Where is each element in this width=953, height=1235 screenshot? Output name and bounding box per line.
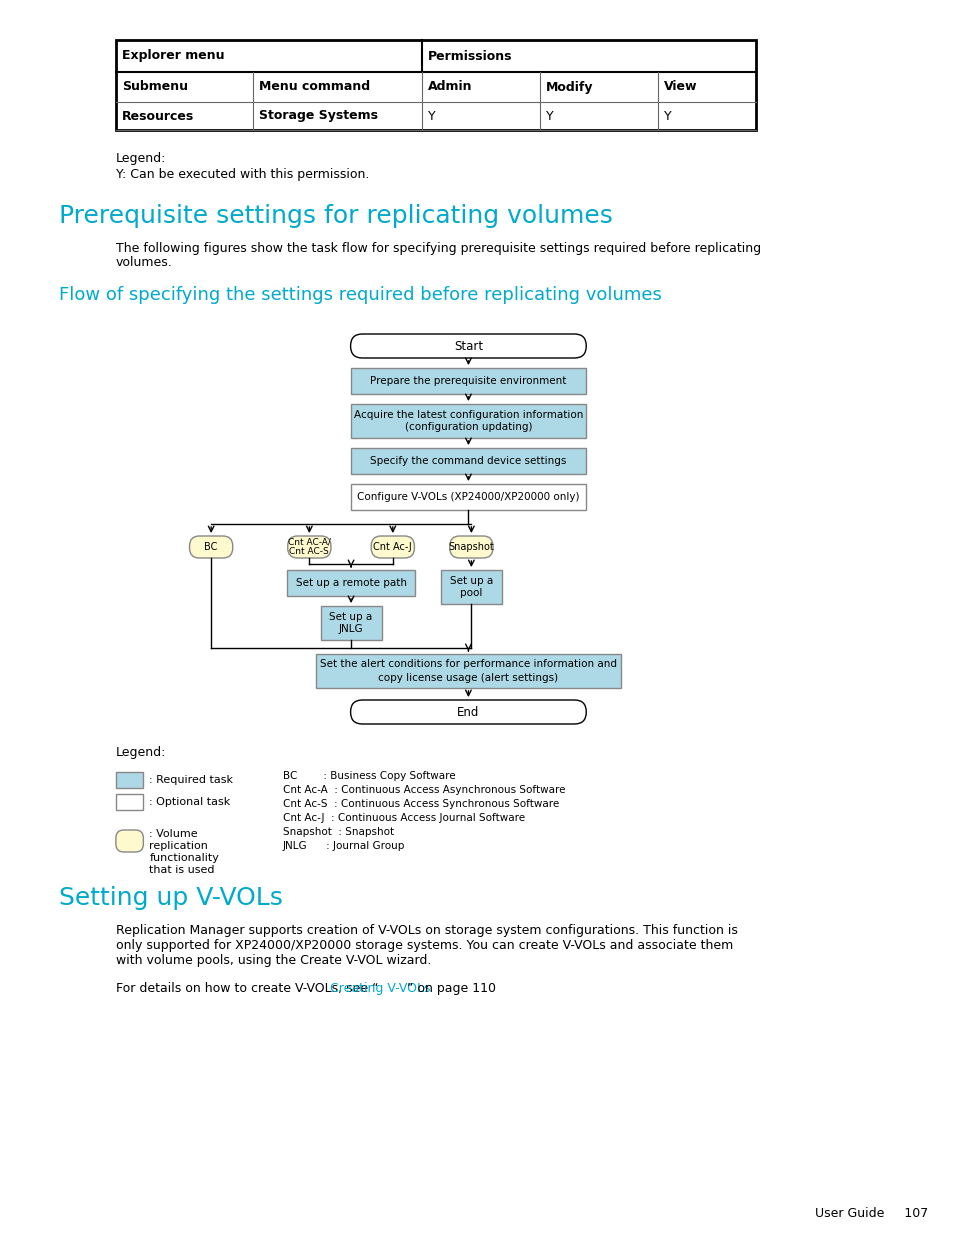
FancyBboxPatch shape	[350, 484, 586, 510]
Text: Specify the command device settings: Specify the command device settings	[370, 456, 566, 466]
Text: Y: Y	[428, 110, 436, 122]
Text: pool: pool	[459, 588, 482, 598]
Text: Modify: Modify	[545, 80, 593, 94]
FancyBboxPatch shape	[115, 830, 143, 852]
FancyBboxPatch shape	[449, 536, 493, 558]
Text: Snapshot  : Snapshot: Snapshot : Snapshot	[282, 827, 394, 837]
Text: Storage Systems: Storage Systems	[259, 110, 377, 122]
FancyBboxPatch shape	[288, 536, 331, 558]
Text: copy license usage (alert settings): copy license usage (alert settings)	[378, 673, 558, 683]
FancyBboxPatch shape	[115, 772, 143, 788]
Text: Menu command: Menu command	[259, 80, 370, 94]
Text: (configuration updating): (configuration updating)	[404, 422, 532, 432]
FancyBboxPatch shape	[350, 404, 586, 438]
Text: Replication Manager supports creation of V-VOLs on storage system configurations: Replication Manager supports creation of…	[115, 924, 737, 937]
Text: : Required task: : Required task	[149, 776, 233, 785]
Text: Permissions: Permissions	[428, 49, 512, 63]
Text: Submenu: Submenu	[122, 80, 188, 94]
Text: JNLG: JNLG	[338, 624, 363, 634]
Text: Resources: Resources	[122, 110, 193, 122]
Text: Creating V-VOLs: Creating V-VOLs	[330, 982, 431, 995]
Text: ” on page 110: ” on page 110	[407, 982, 496, 995]
FancyBboxPatch shape	[287, 571, 415, 597]
Text: Legend:: Legend:	[115, 152, 166, 165]
Text: Configure V-VOLs (XP24000/XP20000 only): Configure V-VOLs (XP24000/XP20000 only)	[356, 492, 579, 501]
Text: Snapshot: Snapshot	[448, 542, 494, 552]
Text: Y: Can be executed with this permission.: Y: Can be executed with this permission.	[115, 168, 369, 182]
FancyBboxPatch shape	[315, 655, 620, 688]
FancyBboxPatch shape	[440, 571, 501, 604]
Text: replication: replication	[149, 841, 208, 851]
FancyBboxPatch shape	[320, 606, 381, 640]
Text: volumes.: volumes.	[115, 256, 172, 269]
FancyBboxPatch shape	[190, 536, 233, 558]
Text: Prerequisite settings for replicating volumes: Prerequisite settings for replicating vo…	[59, 204, 612, 228]
Text: that is used: that is used	[149, 864, 214, 876]
Text: The following figures show the task flow for specifying prerequisite settings re: The following figures show the task flow…	[115, 242, 760, 254]
Text: Set up a remote path: Set up a remote path	[295, 578, 406, 588]
Text: Legend:: Legend:	[115, 746, 166, 760]
Text: Cnt AC-S: Cnt AC-S	[289, 547, 329, 557]
Text: functionality: functionality	[149, 853, 219, 863]
Text: Explorer menu: Explorer menu	[122, 49, 224, 63]
Text: BC        : Business Copy Software: BC : Business Copy Software	[282, 771, 455, 781]
Text: Set the alert conditions for performance information and: Set the alert conditions for performance…	[319, 659, 617, 669]
Text: Cnt Ac-J: Cnt Ac-J	[373, 542, 412, 552]
Text: Set up a: Set up a	[329, 613, 373, 622]
Text: with volume pools, using the Create V-VOL wizard.: with volume pools, using the Create V-VO…	[115, 953, 431, 967]
FancyBboxPatch shape	[115, 40, 756, 130]
Text: Prepare the prerequisite environment: Prepare the prerequisite environment	[370, 375, 566, 387]
Text: Setting up V-VOLs: Setting up V-VOLs	[59, 885, 282, 910]
Text: Cnt Ac-J  : Continuous Access Journal Software: Cnt Ac-J : Continuous Access Journal Sof…	[282, 813, 524, 823]
Text: Y: Y	[545, 110, 553, 122]
Text: Flow of specifying the settings required before replicating volumes: Flow of specifying the settings required…	[59, 287, 661, 304]
Text: View: View	[663, 80, 697, 94]
Text: Y: Y	[663, 110, 671, 122]
Text: Cnt Ac-S  : Continuous Access Synchronous Software: Cnt Ac-S : Continuous Access Synchronous…	[282, 799, 558, 809]
Text: Set up a: Set up a	[449, 576, 493, 585]
FancyBboxPatch shape	[350, 333, 586, 358]
Text: For details on how to create V-VOLs, see “: For details on how to create V-VOLs, see…	[115, 982, 378, 995]
Text: End: End	[456, 705, 479, 719]
Text: JNLG      : Journal Group: JNLG : Journal Group	[282, 841, 405, 851]
Text: User Guide     107: User Guide 107	[814, 1207, 927, 1220]
FancyBboxPatch shape	[350, 700, 586, 724]
Text: BC: BC	[204, 542, 217, 552]
Text: only supported for XP24000/XP20000 storage systems. You can create V-VOLs and as: only supported for XP24000/XP20000 stora…	[115, 939, 732, 952]
Text: Cnt AC-A/: Cnt AC-A/	[288, 537, 331, 547]
FancyBboxPatch shape	[350, 368, 586, 394]
Text: Admin: Admin	[428, 80, 472, 94]
Text: Cnt Ac-A  : Continuous Access Asynchronous Software: Cnt Ac-A : Continuous Access Asynchronou…	[282, 785, 565, 795]
Text: Acquire the latest configuration information: Acquire the latest configuration informa…	[354, 410, 582, 420]
Text: : Volume: : Volume	[149, 829, 197, 839]
Text: : Optional task: : Optional task	[149, 797, 231, 806]
FancyBboxPatch shape	[350, 448, 586, 474]
FancyBboxPatch shape	[371, 536, 414, 558]
Text: Start: Start	[454, 340, 482, 352]
FancyBboxPatch shape	[115, 794, 143, 810]
